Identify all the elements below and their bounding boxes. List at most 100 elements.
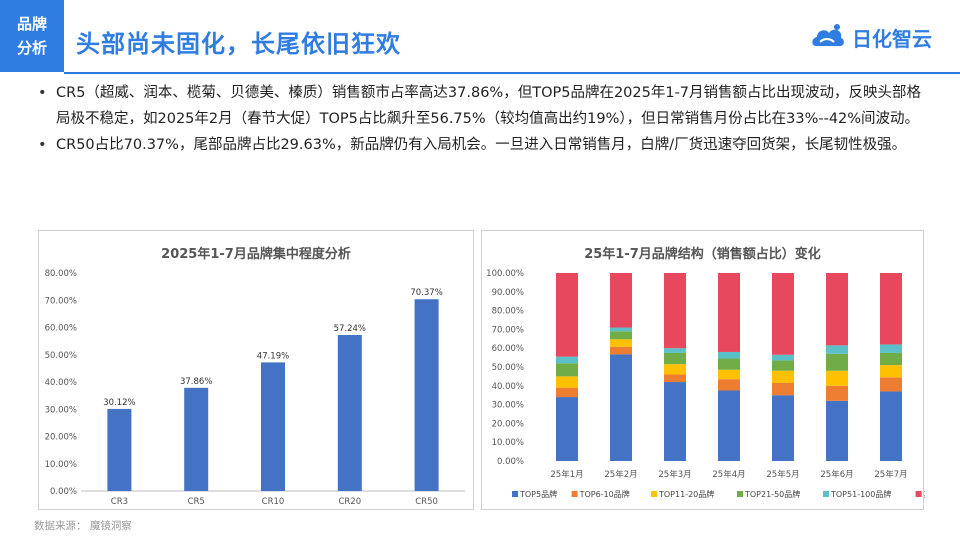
stack-segment bbox=[880, 352, 902, 366]
x-tick-label: 25年6月 bbox=[820, 469, 853, 480]
stack-segment bbox=[610, 339, 632, 347]
stack-segment bbox=[664, 374, 686, 383]
bar-cr20 bbox=[337, 335, 362, 491]
x-tick-label: 25年5月 bbox=[766, 469, 799, 480]
stack-segment bbox=[556, 356, 578, 364]
bar-cr50 bbox=[414, 299, 439, 491]
stack-segment bbox=[772, 395, 794, 461]
x-tick-label: 25年7月 bbox=[874, 469, 907, 480]
stack-segment bbox=[772, 360, 794, 371]
y-tick-label: 40.00% bbox=[492, 382, 524, 392]
x-tick-label: CR10 bbox=[262, 497, 285, 507]
data-label: 37.86% bbox=[180, 377, 212, 387]
legend-item: TOP6-10品牌 bbox=[571, 489, 630, 499]
legend-label: TOP11-20品牌 bbox=[658, 489, 714, 499]
stack-segment bbox=[610, 346, 632, 355]
legend-item: TOP11-20品牌 bbox=[651, 489, 714, 499]
data-label: 57.24% bbox=[334, 324, 366, 334]
stack-segment bbox=[826, 400, 848, 461]
legend-swatch bbox=[571, 491, 578, 497]
data-source-note: 数据来源： 魔镜洞察 bbox=[34, 520, 132, 532]
stack-segment bbox=[556, 363, 578, 377]
bar-cr3 bbox=[107, 408, 132, 491]
stack-segment bbox=[664, 352, 686, 365]
x-tick-label: 25年2月 bbox=[604, 469, 637, 480]
stack-segment bbox=[718, 369, 740, 380]
y-tick-label: 10.00% bbox=[45, 460, 77, 470]
stack-segment bbox=[664, 348, 686, 353]
stack-segment bbox=[772, 370, 794, 383]
legend-swatch bbox=[823, 491, 829, 497]
structure-chart-panel: 25年1-7月品牌结构（销售额占比）变化 0.00% 10.00% 20.00% 30… bbox=[481, 230, 925, 510]
data-label: 47.19% bbox=[257, 351, 289, 361]
section-tag-line1: 品牌 bbox=[16, 15, 47, 33]
legend-swatch bbox=[651, 491, 657, 497]
y-tick-label: 20.00% bbox=[492, 419, 524, 429]
structure-chart-title: 25年1-7月品牌结构（销售额占比）变化 bbox=[584, 247, 821, 262]
stack-segment bbox=[826, 385, 848, 401]
x-tick-label: CR3 bbox=[111, 497, 128, 507]
structure-chart: 0.00% 10.00% 20.00% 30.00% 40.00% 50.00% 60.00… bbox=[486, 269, 925, 499]
stack-segment bbox=[772, 354, 794, 361]
stack-segment bbox=[880, 365, 902, 378]
y-tick-label: 40.00% bbox=[45, 378, 77, 388]
bar-cr5 bbox=[184, 387, 209, 491]
stack-segment bbox=[880, 377, 902, 392]
stack-segment bbox=[556, 376, 578, 388]
y-tick-label: 0.00% bbox=[50, 487, 77, 497]
x-tick-label: 25年1月 bbox=[550, 469, 583, 480]
legend-item: TOP5品牌 bbox=[512, 489, 557, 499]
stack-segment bbox=[826, 370, 848, 386]
stack-segment bbox=[610, 331, 632, 340]
y-tick-label: 80.00% bbox=[492, 307, 524, 317]
stack-segment bbox=[772, 273, 794, 355]
key-points: CR5（超威、润本、榄菊、贝德美、榛质）销售额市占率高达37.86%，但TOP5… bbox=[38, 80, 934, 158]
y-tick-label: 30.00% bbox=[492, 401, 524, 411]
header-divider bbox=[64, 72, 960, 74]
x-tick-label: CR20 bbox=[338, 497, 361, 507]
stack-segment bbox=[556, 387, 578, 398]
legend-label: TOP21-50品牌 bbox=[744, 489, 800, 499]
legend-label: TOP5品牌 bbox=[519, 489, 557, 499]
y-tick-label: 70.00% bbox=[45, 296, 77, 306]
page-title: 头部尚未固化，长尾依旧狂欢 bbox=[76, 30, 401, 58]
x-tick-label: 25年3月 bbox=[658, 469, 691, 480]
brand-logo-text: 日化智云 bbox=[852, 26, 932, 51]
stack-segment bbox=[718, 390, 740, 461]
concentration-chart: 0.00% 10.00% 20.00% 30.00% 40.00% 50.00% 60.00… bbox=[45, 269, 465, 507]
stack-segment bbox=[610, 273, 632, 328]
stack-segment bbox=[556, 397, 578, 461]
data-label: 70.37% bbox=[410, 288, 442, 298]
data-label: 30.12% bbox=[103, 398, 135, 408]
legend-swatch bbox=[512, 491, 518, 497]
x-tick-label: CR5 bbox=[188, 497, 205, 507]
stack-segment bbox=[610, 354, 632, 461]
y-tick-label: 50.00% bbox=[492, 363, 524, 373]
stack-segment bbox=[880, 344, 902, 353]
section-tag-line2: 分析 bbox=[16, 39, 47, 57]
x-tick-label: 25年4月 bbox=[712, 469, 745, 480]
y-tick-label: 100.00% bbox=[486, 269, 524, 279]
stack-segment bbox=[664, 364, 686, 375]
y-tick-label: 90.00% bbox=[492, 288, 524, 298]
legend-item: TOP51-100品牌 bbox=[823, 489, 891, 499]
bullet-point-2: CR50占比70.37%，尾部品牌占比29.63%，新品牌仍有入局机会。一旦进入… bbox=[38, 132, 934, 158]
y-tick-label: 80.00% bbox=[45, 269, 77, 279]
stack-segment bbox=[826, 353, 848, 371]
legend-swatch bbox=[915, 491, 922, 497]
legend-label: TOP6-10品牌 bbox=[579, 489, 630, 499]
stack-segment bbox=[664, 273, 686, 349]
stack-segment bbox=[718, 379, 740, 391]
stack-segment bbox=[718, 358, 740, 370]
y-tick-label: 60.00% bbox=[492, 344, 524, 354]
section-tag: 品牌 分析 bbox=[0, 0, 64, 72]
stack-segment bbox=[880, 391, 902, 461]
stack-segment bbox=[880, 273, 902, 345]
brand-logo: 日化智云 bbox=[810, 20, 932, 54]
y-tick-label: 30.00% bbox=[45, 405, 77, 415]
legend-label: TOP51-100品牌 bbox=[830, 489, 891, 499]
stack-segment bbox=[772, 382, 794, 396]
legend-item: TOP21-50品牌 bbox=[737, 489, 800, 499]
y-tick-label: 10.00% bbox=[492, 438, 524, 448]
y-tick-label: 20.00% bbox=[45, 433, 77, 443]
